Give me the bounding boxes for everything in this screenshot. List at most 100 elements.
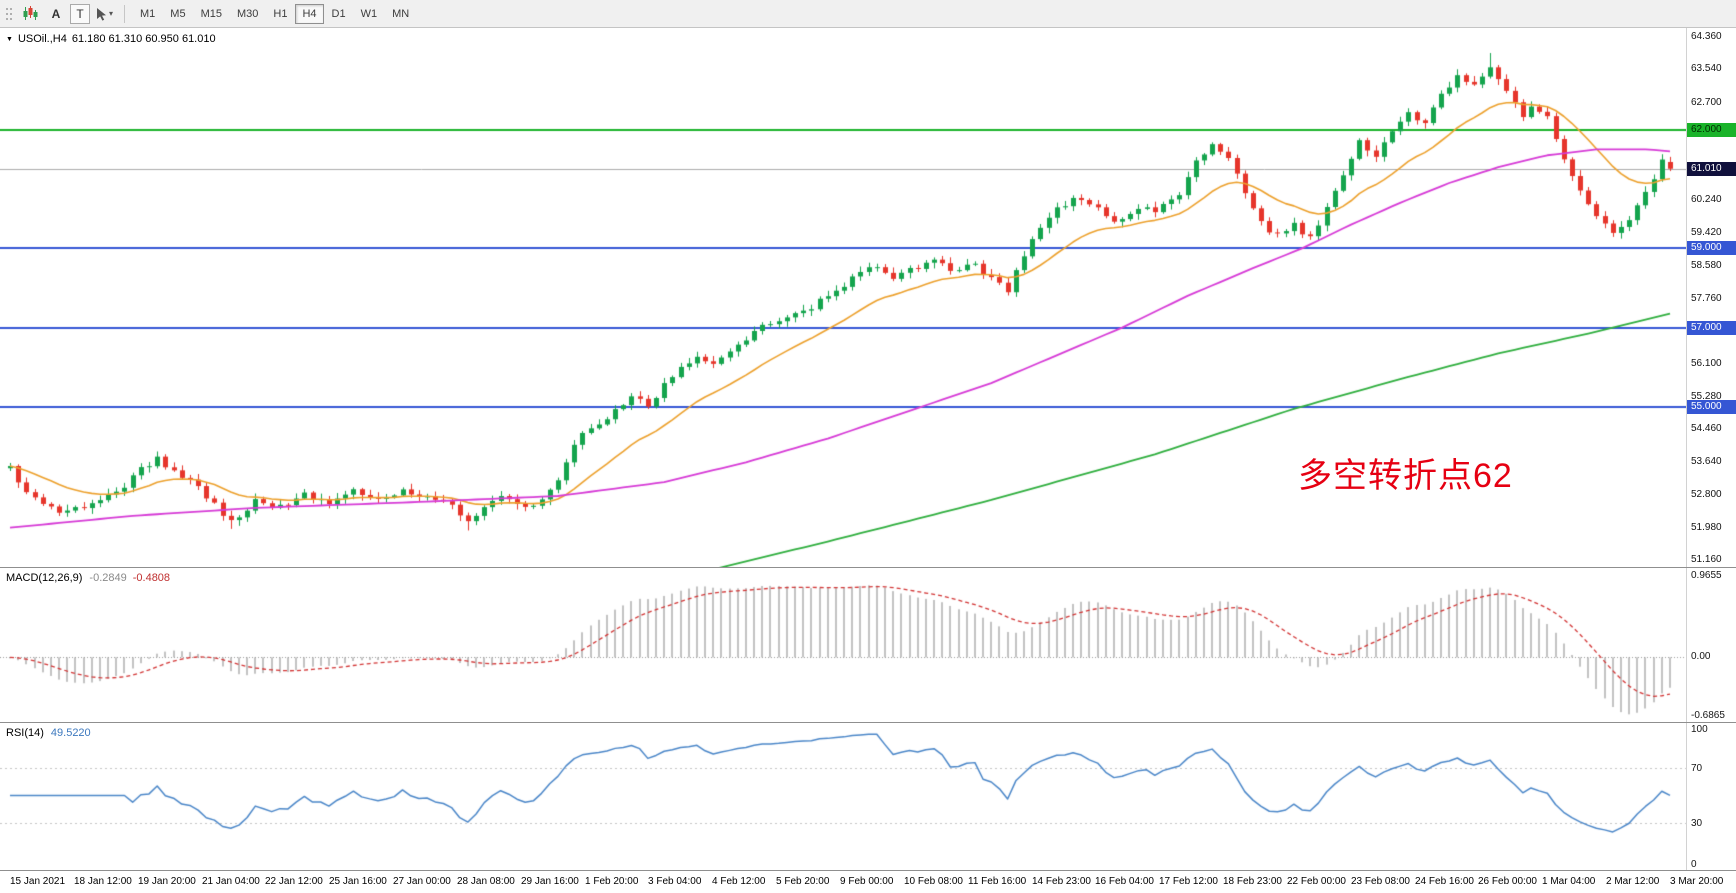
price-tick: 64.360: [1691, 31, 1722, 42]
time-tick: 28 Jan 08:00: [457, 876, 515, 887]
rsi-panel: RSI(14) 49.5220 100 70 30 0: [0, 723, 1736, 871]
cursor-arrow-icon: [96, 7, 106, 21]
time-tick: 22 Jan 12:00: [265, 876, 323, 887]
timeframe-button-m5[interactable]: M5: [163, 4, 192, 24]
price-tick: 54.460: [1691, 423, 1722, 434]
timeframe-group: M1 M5 M15 M30 H1 H4 D1 W1 MN: [133, 3, 416, 24]
time-tick: 15 Jan 2021: [10, 876, 66, 887]
timeframe-button-m1[interactable]: M1: [133, 4, 162, 24]
time-tick: 1 Feb 20:00: [585, 876, 639, 887]
level-price-badge: 59.000: [1687, 241, 1736, 255]
toolbar: A T ▾ M1 M5 M15 M30 H1 H4 D1 W1 MN: [0, 0, 1736, 28]
time-tick: 3 Mar 20:00: [1670, 876, 1724, 887]
timeframe-button-m30[interactable]: M30: [230, 4, 265, 24]
time-tick: 16 Feb 04:00: [1095, 876, 1154, 887]
toolbar-grip[interactable]: [5, 5, 13, 23]
toolbar-separator: [124, 4, 125, 23]
chart-type-button[interactable]: [18, 3, 42, 25]
price-tick: 56.100: [1691, 358, 1722, 369]
macd-canvas[interactable]: [0, 568, 1686, 722]
chart-annotation-text[interactable]: 多空转折点62: [1298, 457, 1513, 495]
rsi-tick: 70: [1691, 763, 1703, 774]
rsi-value: 49.5220: [50, 727, 91, 739]
level-price-badge: 62.000: [1687, 123, 1736, 137]
current-price-badge: 61.010: [1687, 162, 1736, 176]
rsi-name: RSI(14): [6, 727, 44, 739]
symbol-label: USOil.,H4: [17, 33, 67, 45]
time-tick: 18 Jan 12:00: [74, 876, 132, 887]
time-tick: 24 Feb 16:00: [1415, 876, 1474, 887]
price-tick: 60.240: [1691, 194, 1722, 205]
macd-label: MACD(12,26,9) -0.2849 -0.4808: [6, 572, 170, 584]
price-axis[interactable]: 64.36063.54062.70061.88061.06060.24059.4…: [1686, 28, 1736, 567]
time-tick: 27 Jan 00:00: [393, 876, 451, 887]
symbol-dropdown-icon[interactable]: ▼: [6, 35, 13, 43]
chevron-down-icon: ▾: [108, 9, 113, 18]
macd-tick: -0.6865: [1691, 710, 1725, 721]
time-axis[interactable]: 15 Jan 2021 18 Jan 12:00 19 Jan 20:00 21 Ja…: [0, 871, 1736, 893]
timeframe-button-w1[interactable]: W1: [354, 4, 385, 24]
time-tick: 3 Feb 04:00: [648, 876, 702, 887]
time-tick: 18 Feb 23:00: [1223, 876, 1282, 887]
level-price-badge: 55.000: [1687, 400, 1736, 414]
macd-name: MACD(12,26,9): [6, 572, 83, 584]
time-tick: 26 Feb 00:00: [1478, 876, 1537, 887]
time-tick: 5 Feb 20:00: [776, 876, 830, 887]
price-tick: 63.540: [1691, 63, 1722, 74]
macd-value-main: -0.2849: [89, 572, 127, 584]
rsi-tick: 0: [1691, 859, 1697, 870]
macd-tick: 0.00: [1691, 651, 1711, 662]
rsi-tick: 30: [1691, 818, 1703, 829]
time-tick: 21 Jan 04:00: [202, 876, 260, 887]
main-chart-panel: ▼ USOil.,H4 61.180 61.310 60.950 61.010 …: [0, 28, 1736, 568]
time-tick: 1 Mar 04:00: [1542, 876, 1596, 887]
time-tick: 4 Feb 12:00: [712, 876, 766, 887]
macd-axis[interactable]: 0.9655 0.00 -0.6865: [1686, 568, 1736, 722]
price-tick: 62.700: [1691, 97, 1722, 108]
time-tick: 22 Feb 00:00: [1287, 876, 1346, 887]
macd-panel: MACD(12,26,9) -0.2849 -0.4808 0.9655 0.00 -0…: [0, 568, 1736, 723]
timeframe-button-m15[interactable]: M15: [194, 4, 229, 24]
cursor-tool-button[interactable]: ▾: [92, 3, 116, 25]
time-tick: 23 Feb 08:00: [1351, 876, 1410, 887]
time-tick: 2 Mar 12:00: [1606, 876, 1660, 887]
grip-dots-icon: [6, 7, 12, 20]
price-tick: 58.580: [1691, 260, 1722, 271]
rsi-axis[interactable]: 100 70 30 0: [1686, 723, 1736, 870]
ohlc-values: 61.180 61.310 60.950 61.010: [71, 33, 216, 45]
macd-tick: 0.9655: [1691, 570, 1722, 581]
main-plot[interactable]: ▼ USOil.,H4 61.180 61.310 60.950 61.010 …: [0, 28, 1686, 567]
price-tick: 55.280: [1691, 391, 1722, 402]
candlestick-chart-icon: [23, 6, 38, 20]
timeframe-button-mn[interactable]: MN: [385, 4, 416, 24]
timeframe-button-d1[interactable]: D1: [325, 4, 353, 24]
price-tick: 51.980: [1691, 522, 1722, 533]
time-tick: 10 Feb 08:00: [904, 876, 963, 887]
price-tick: 51.160: [1691, 554, 1722, 565]
rsi-canvas[interactable]: [0, 723, 1686, 870]
timeframe-button-h4[interactable]: H4: [295, 3, 324, 24]
level-price-badge: 57.000: [1687, 321, 1736, 335]
rsi-tick: 100: [1691, 724, 1708, 735]
rsi-label: RSI(14) 49.5220: [6, 727, 91, 739]
macd-value-signal: -0.4808: [132, 572, 171, 584]
time-tick: 19 Jan 20:00: [138, 876, 196, 887]
template-tool-button[interactable]: T: [70, 3, 90, 24]
price-tick: 57.760: [1691, 293, 1722, 304]
time-tick: 14 Feb 23:00: [1032, 876, 1091, 887]
time-tick: 17 Feb 12:00: [1159, 876, 1218, 887]
time-tick: 11 Feb 16:00: [968, 876, 1027, 887]
price-tick: 53.640: [1691, 456, 1722, 467]
main-chart-canvas[interactable]: [0, 28, 1686, 567]
time-tick: 25 Jan 16:00: [329, 876, 387, 887]
chart-ohlc-label: ▼ USOil.,H4 61.180 61.310 60.950 61.010: [6, 33, 216, 45]
price-tick: 52.800: [1691, 489, 1722, 500]
text-tool-button[interactable]: A: [44, 3, 68, 25]
timeframe-button-h1[interactable]: H1: [266, 4, 294, 24]
price-tick: 59.420: [1691, 227, 1722, 238]
macd-plot[interactable]: MACD(12,26,9) -0.2849 -0.4808: [0, 568, 1686, 722]
rsi-plot[interactable]: RSI(14) 49.5220: [0, 723, 1686, 870]
time-tick: 9 Feb 00:00: [840, 876, 894, 887]
time-tick: 29 Jan 16:00: [521, 876, 579, 887]
